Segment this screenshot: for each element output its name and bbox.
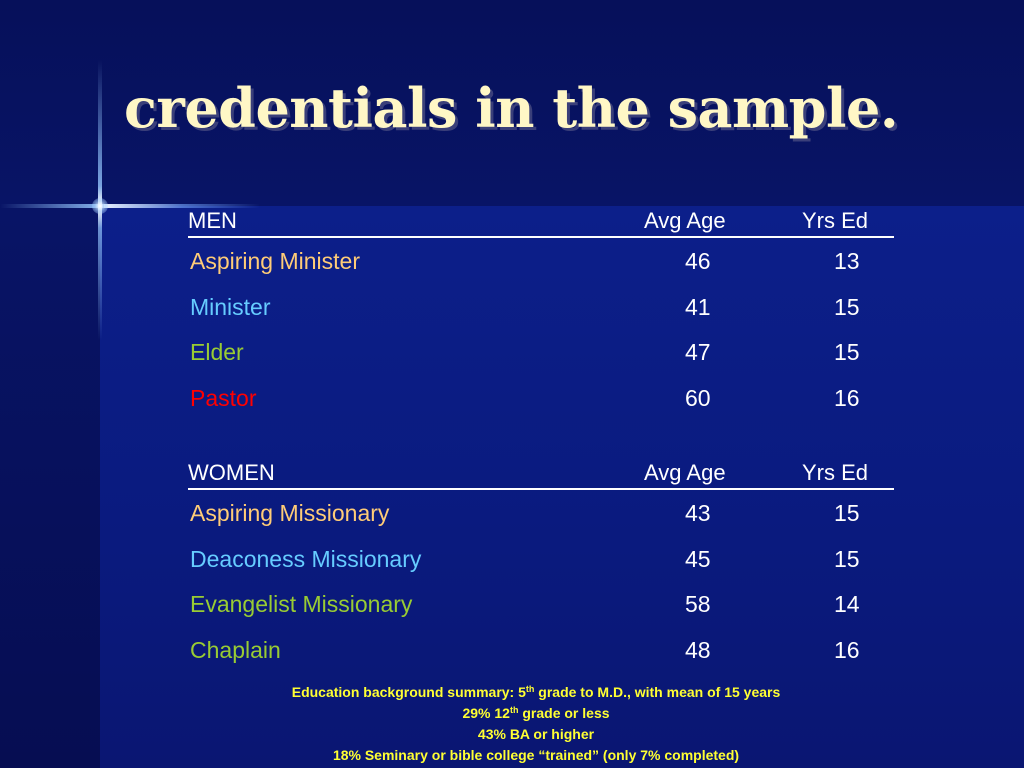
yrs-ed-value: 16 [834,384,860,411]
summary-line-2-sup: th [509,705,519,715]
summary-line-3: 43% BA or higher [477,726,595,742]
yrs-ed-value: 15 [834,545,860,572]
glow-sparkle [92,198,108,214]
role-label: Pastor [190,384,257,411]
avg-age-value: 60 [685,384,711,411]
men-header-yrs-ed: Yrs Ed [802,208,869,233]
table-row: Elder 47 15 [188,329,894,375]
women-table: WOMEN Avg Age Yrs Ed Aspiring Missionary… [188,458,894,672]
men-header-label: MEN [188,208,237,233]
summary-line-1: Education background summary: 5th grade … [24,682,1024,703]
yrs-ed-value: 15 [834,500,860,526]
role-label: Elder [190,339,244,365]
table-row: Deaconess Missionary 45 15 [188,536,894,582]
women-header-row: WOMEN Avg Age Yrs Ed [188,458,894,490]
table-row: Pastor 60 16 [188,375,894,421]
role-label: Evangelist Missionary [190,591,413,617]
avg-age-value: 47 [685,339,711,365]
yrs-ed-value: 13 [834,248,860,274]
role-label: Deaconess Missionary [190,545,422,572]
avg-age-value: 43 [685,500,711,526]
avg-age-value: 48 [685,636,711,663]
background-top [0,0,1024,206]
role-label: Aspiring Missionary [190,500,390,526]
summary-line-1-text-b: grade to M.D., with mean of 15 years [534,684,781,700]
summary-line-2-text-b: grade or less [518,705,610,721]
background-left [0,206,100,768]
table-row: Minister 41 15 [188,284,894,330]
avg-age-value: 58 [685,591,711,617]
table-row: Chaplain 48 16 [188,627,894,673]
women-header-avg-age: Avg Age [644,460,726,485]
summary-line-1-sup: th [525,684,535,694]
table-row: Aspiring Minister 46 13 [188,238,894,284]
women-header-yrs-ed: Yrs Ed [802,460,869,485]
summary-line-1-text-a: Education background summary: 5 [291,684,526,700]
yrs-ed-value: 15 [834,293,860,320]
summary-line-2-text-a: 29% 12 [462,705,510,721]
education-summary: Education background summary: 5th grade … [24,682,1024,766]
table-row: Aspiring Missionary 43 15 [188,490,894,536]
avg-age-value: 45 [685,545,711,572]
avg-age-value: 41 [685,293,711,320]
role-label: Aspiring Minister [190,248,360,274]
men-header-row: MEN Avg Age Yrs Ed [188,206,894,238]
women-header-label: WOMEN [188,460,275,485]
slide-title: credentials in the sample. [124,76,899,140]
glow-line-horizontal [0,204,260,208]
role-label: Chaplain [190,636,281,663]
summary-line-2: 29% 12th grade or less [24,703,1024,724]
men-header-avg-age: Avg Age [644,208,726,233]
men-table: MEN Avg Age Yrs Ed Aspiring Minister 46 … [188,206,894,420]
background-main [100,206,1024,768]
yrs-ed-value: 14 [834,591,860,617]
yrs-ed-value: 15 [834,339,860,365]
role-label: Minister [190,293,271,320]
yrs-ed-value: 16 [834,636,860,663]
avg-age-value: 46 [685,248,711,274]
summary-line-4: 18% Seminary or bible college “trained” … [332,747,740,763]
table-row: Evangelist Missionary 58 14 [188,581,894,627]
